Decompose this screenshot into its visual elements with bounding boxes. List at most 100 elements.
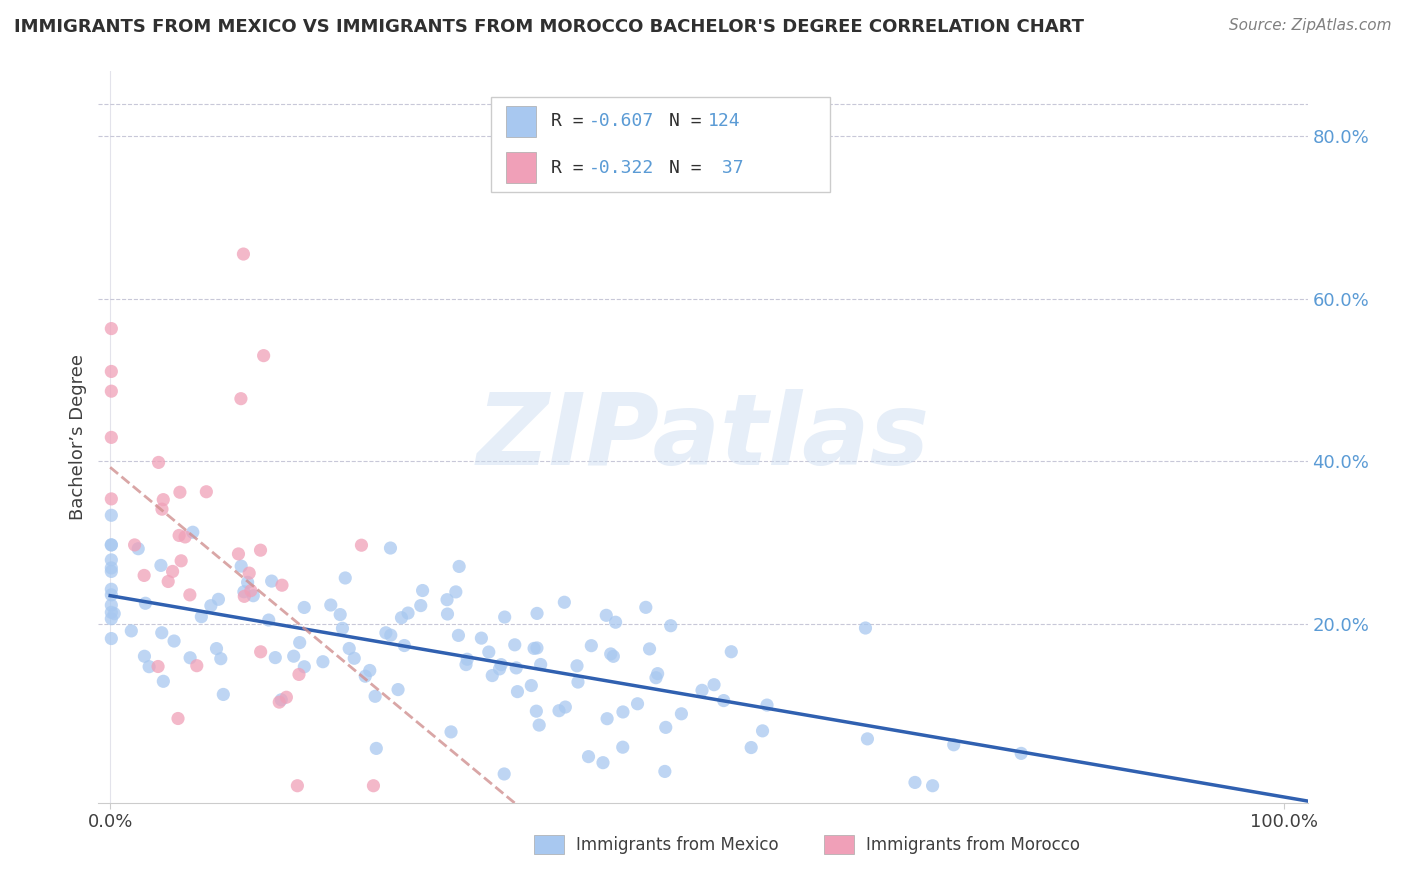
Point [904, 775, 927, 789]
Point [554, 700, 576, 714]
Point [647, 666, 669, 681]
Point [134, 649, 156, 664]
Point [146, 659, 169, 673]
Point [238, 566, 260, 580]
Point [292, 659, 315, 673]
Point [292, 600, 315, 615]
Point [100, 430, 122, 444]
Point [488, 662, 510, 676]
Point [494, 767, 516, 781]
Point [654, 764, 676, 779]
Point [527, 718, 550, 732]
Point [565, 658, 588, 673]
Point [380, 628, 402, 642]
Point [530, 657, 553, 672]
Point [478, 645, 501, 659]
Point [595, 608, 617, 623]
Point [359, 664, 381, 678]
Point [350, 538, 373, 552]
Point [100, 553, 122, 567]
Point [720, 645, 742, 659]
Point [100, 538, 122, 552]
Text: N =: N = [669, 112, 713, 130]
Point [605, 615, 627, 630]
Point [921, 779, 943, 793]
Point [232, 584, 254, 599]
FancyBboxPatch shape [824, 835, 855, 854]
Point [380, 541, 402, 555]
Point [100, 565, 122, 579]
Point [756, 698, 779, 712]
Point [271, 578, 294, 592]
Point [169, 485, 191, 500]
Point [150, 502, 173, 516]
Point [329, 607, 352, 622]
Point [1010, 747, 1032, 761]
Point [855, 621, 877, 635]
Point [288, 635, 311, 649]
Point [205, 641, 228, 656]
Point [149, 558, 172, 573]
Point [103, 607, 125, 621]
Point [276, 690, 298, 705]
Point [138, 659, 160, 673]
Point [100, 598, 122, 612]
Point [283, 649, 305, 664]
Point [124, 538, 146, 552]
Point [148, 455, 170, 469]
Point [152, 674, 174, 689]
Point [592, 756, 614, 770]
Point [638, 641, 661, 656]
Point [264, 650, 287, 665]
Point [163, 634, 186, 648]
Point [207, 592, 229, 607]
Point [581, 639, 603, 653]
Point [179, 650, 201, 665]
Point [100, 321, 122, 335]
Point [100, 582, 122, 597]
Point [257, 613, 280, 627]
Point [505, 661, 527, 675]
Point [409, 599, 432, 613]
Point [596, 712, 619, 726]
Point [449, 559, 471, 574]
FancyBboxPatch shape [492, 97, 830, 192]
Point [174, 530, 197, 544]
Point [179, 588, 201, 602]
Point [612, 705, 634, 719]
FancyBboxPatch shape [506, 152, 536, 183]
Point [190, 609, 212, 624]
Point [454, 657, 477, 672]
Point [239, 583, 262, 598]
Point [387, 682, 409, 697]
Point [100, 632, 122, 646]
Point [553, 595, 575, 609]
Point [436, 607, 458, 621]
Point [503, 638, 526, 652]
Point [436, 592, 458, 607]
Point [236, 575, 259, 590]
Point [181, 525, 204, 540]
Point [440, 725, 463, 739]
Point [157, 574, 180, 589]
Point [195, 484, 218, 499]
Point [602, 649, 624, 664]
Point [100, 538, 122, 552]
Point [578, 749, 600, 764]
Point [703, 678, 725, 692]
Point [100, 612, 122, 626]
Point [740, 740, 762, 755]
Point [470, 631, 492, 645]
Point [567, 675, 589, 690]
Point [312, 655, 335, 669]
FancyBboxPatch shape [506, 106, 536, 137]
Point [343, 651, 366, 665]
Point [612, 740, 634, 755]
Point [526, 607, 548, 621]
Point [396, 606, 419, 620]
Point [363, 779, 385, 793]
Point [391, 610, 413, 624]
Point [634, 600, 657, 615]
Text: N =: N = [669, 159, 713, 177]
Point [120, 624, 142, 638]
